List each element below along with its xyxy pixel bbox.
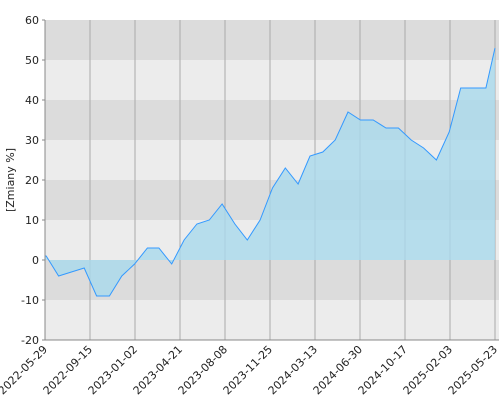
y-tick-label: -20 <box>21 334 39 347</box>
y-tick-label: 20 <box>25 174 39 187</box>
band <box>45 100 499 140</box>
y-tick-label: 40 <box>25 94 39 107</box>
y-tick-label: 50 <box>25 54 39 67</box>
band <box>45 300 499 340</box>
y-tick-label: -10 <box>21 294 39 307</box>
y-tick-label: 30 <box>25 134 39 147</box>
y-tick-label: 10 <box>25 214 39 227</box>
y-tick-label: 0 <box>32 254 39 267</box>
y-tick-label: 60 <box>25 14 39 27</box>
area <box>45 48 495 296</box>
line <box>45 47 496 297</box>
band <box>45 60 499 100</box>
y-axis-label: [Zmiany %] <box>4 148 17 212</box>
band <box>45 20 499 60</box>
